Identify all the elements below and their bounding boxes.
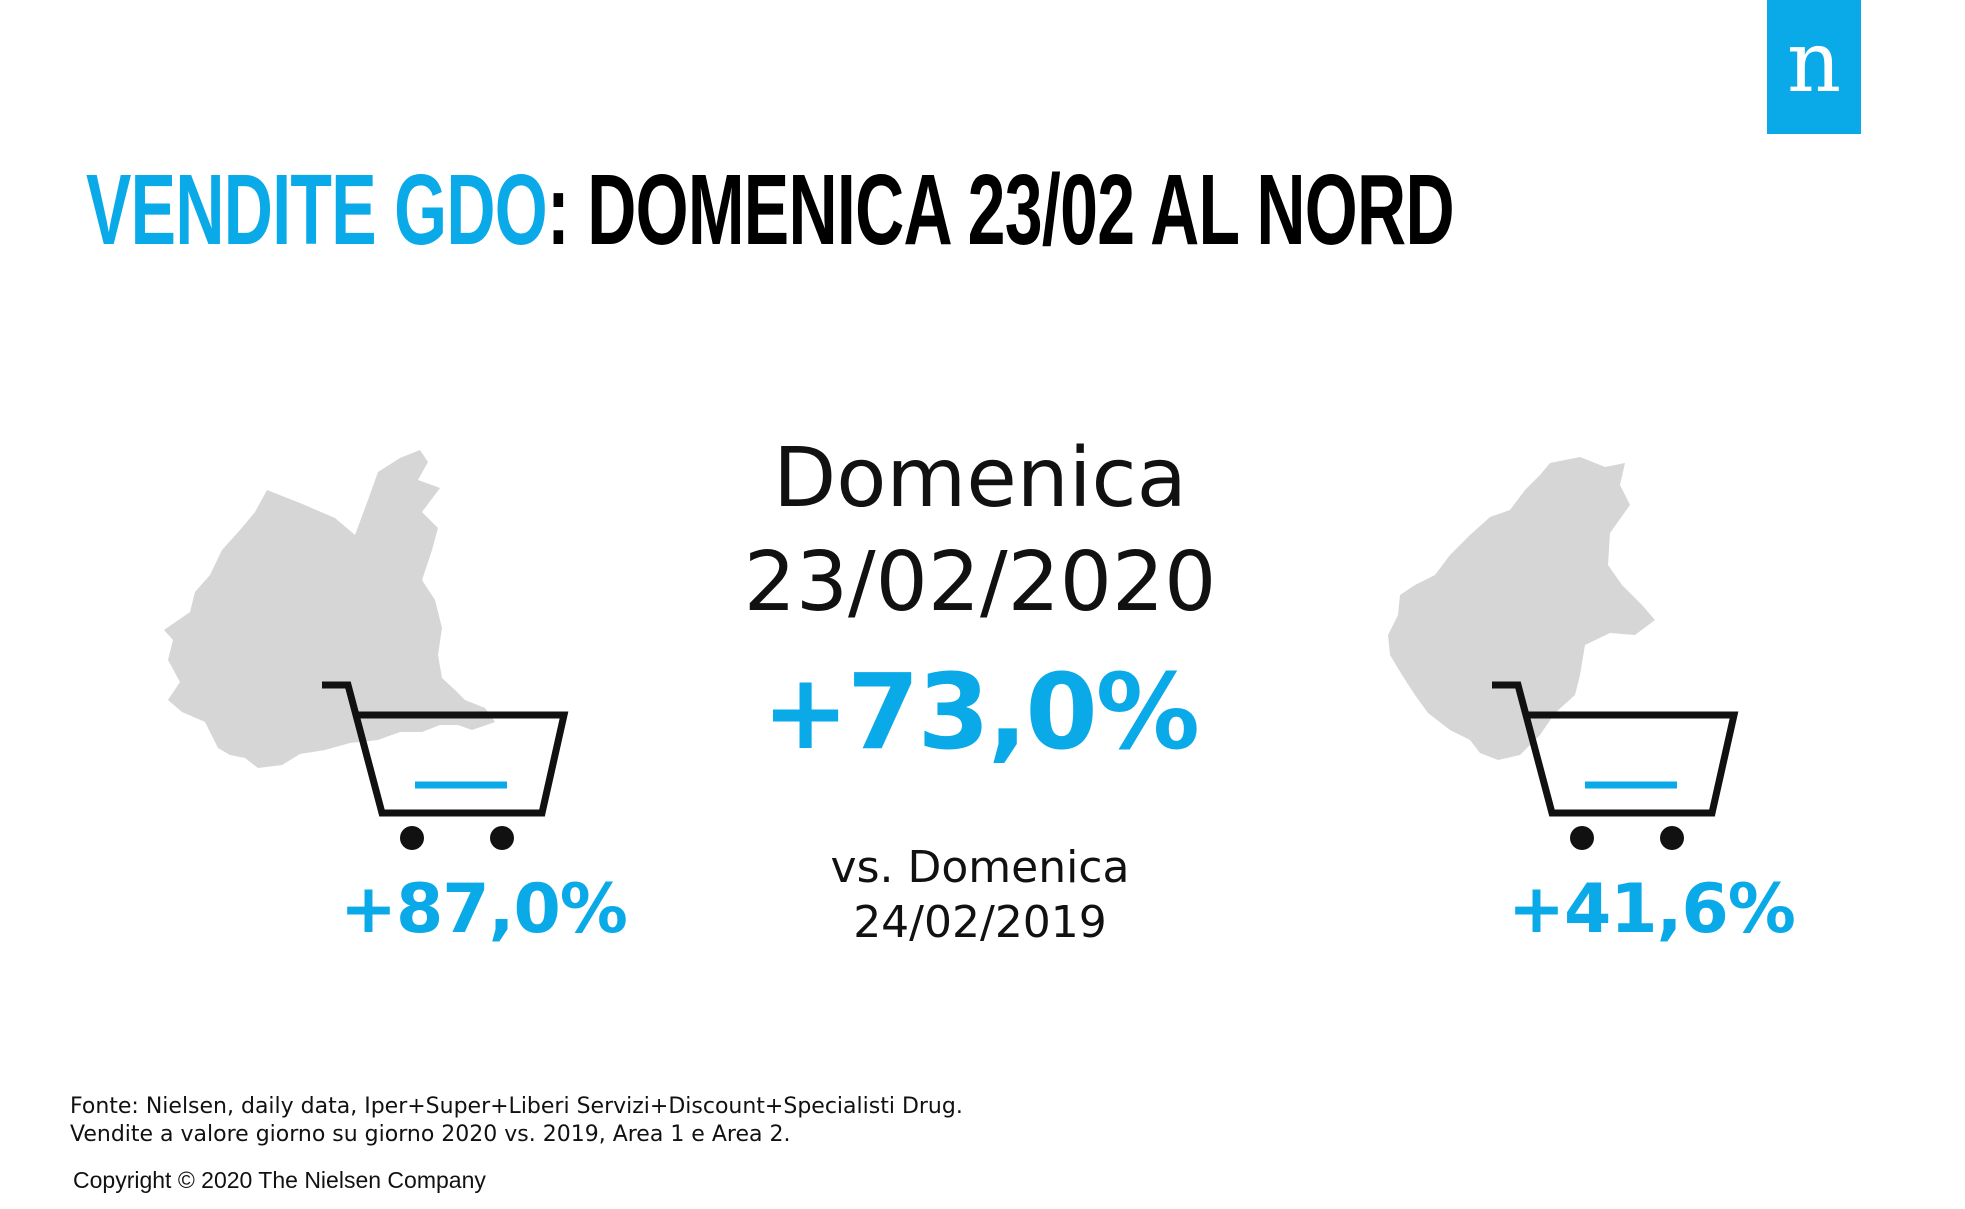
region-left xyxy=(160,440,590,850)
title-highlight: VENDITE GDO xyxy=(86,154,548,266)
region-right xyxy=(1380,455,1810,855)
source-line-1: Fonte: Nielsen, daily data, Iper+Super+L… xyxy=(70,1094,963,1119)
source-line-2: Vendite a valore giorno su giorno 2020 v… xyxy=(70,1121,791,1147)
center-change: +73,0% xyxy=(762,651,1200,773)
region-right-change: +41,6% xyxy=(1508,870,1796,949)
page-title: VENDITE GDO: DOMENICA 23/02 AL NORD xyxy=(86,160,1455,260)
center-day: Domenica xyxy=(773,431,1187,526)
copyright: Copyright © 2020 The Nielsen Company xyxy=(73,1167,486,1193)
shopping-cart-icon xyxy=(1492,681,1739,850)
veneto-map-icon xyxy=(1388,457,1655,760)
lombardia-map-icon xyxy=(164,450,495,768)
logo-letter: n xyxy=(1786,13,1842,111)
source-note: Fonte: Nielsen, daily data, Iper+Super+L… xyxy=(70,1093,963,1148)
region-left-change: +87,0% xyxy=(340,870,628,949)
nielsen-logo: n xyxy=(1767,0,1861,134)
center-date: 23/02/2020 xyxy=(743,535,1217,630)
title-rest: : DOMENICA 23/02 AL NORD xyxy=(547,154,1455,266)
shopping-cart-icon xyxy=(322,681,569,850)
comparison-line-2: 24/02/2019 xyxy=(853,897,1107,948)
comparison-line-1: vs. Domenica xyxy=(830,842,1130,893)
